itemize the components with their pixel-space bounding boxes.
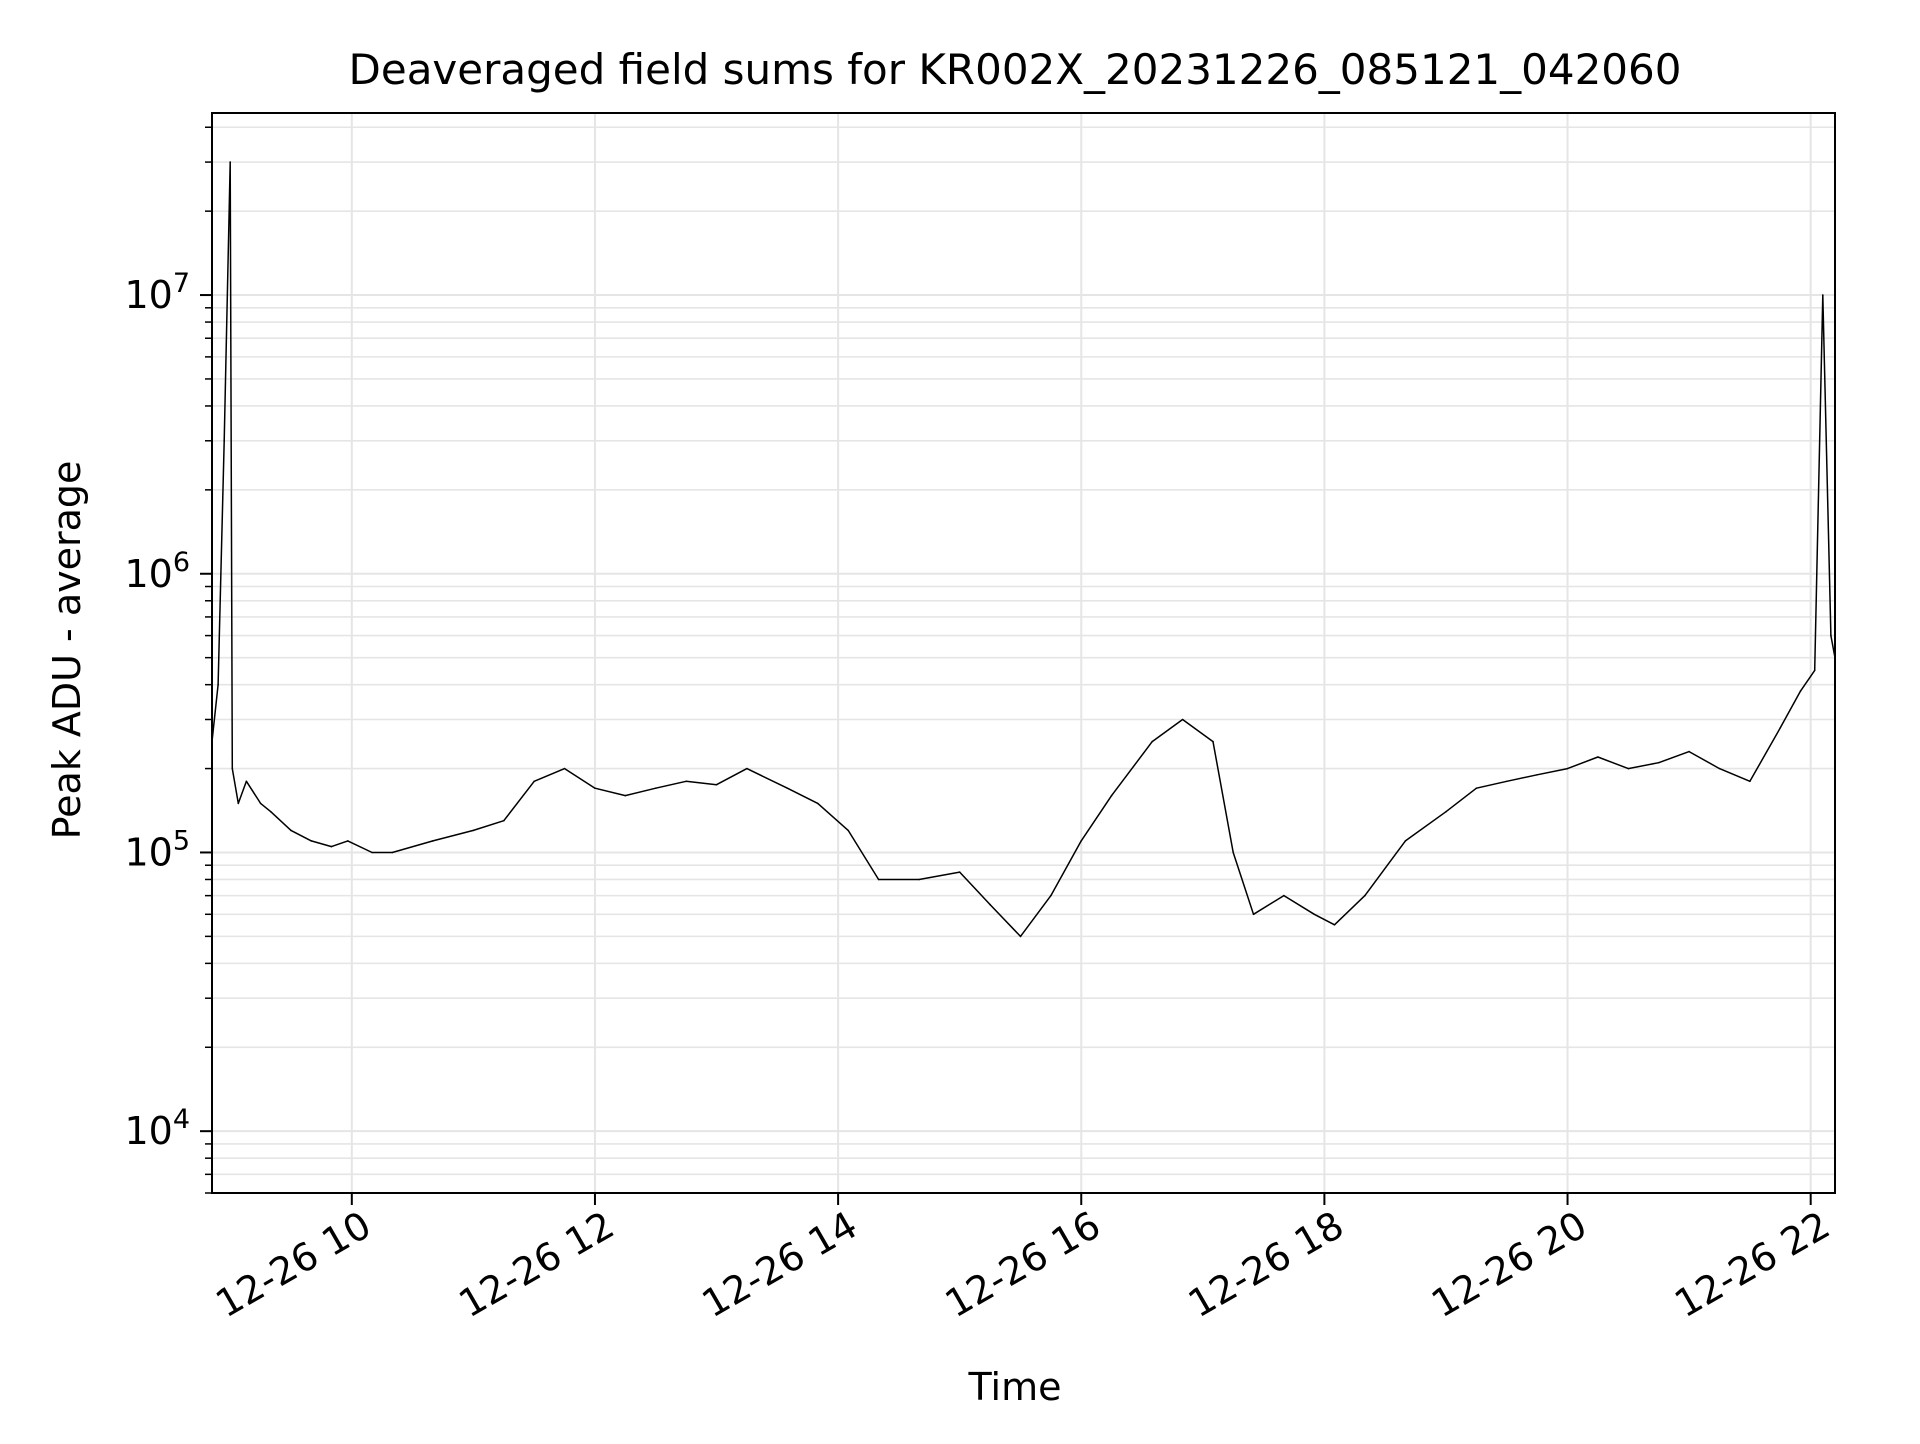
data-point <box>715 783 718 786</box>
x-axis-label: Time <box>968 1365 1062 1409</box>
data-point <box>1181 718 1184 721</box>
y-tick-label: 104 <box>124 1104 190 1153</box>
data-point <box>245 780 248 783</box>
data-point <box>231 767 234 770</box>
data-point <box>1050 894 1052 897</box>
y-tick-label: 107 <box>124 268 190 317</box>
data-point <box>347 840 349 842</box>
data-point <box>330 845 333 848</box>
x-tick-label: 12-26 12 <box>451 1203 621 1327</box>
data-point <box>877 878 880 881</box>
data-point <box>1110 794 1113 797</box>
data-point <box>1252 913 1255 916</box>
data-point <box>229 161 231 163</box>
data-point <box>1283 894 1285 897</box>
data-point <box>1718 767 1721 770</box>
data-point <box>1475 787 1478 789</box>
data-point <box>1779 727 1782 729</box>
x-tick-label: 12-26 22 <box>1667 1203 1837 1327</box>
x-tick-label: 12-26 18 <box>1181 1203 1351 1327</box>
data-point <box>1212 740 1214 743</box>
data-point <box>1657 761 1660 764</box>
data-point <box>223 440 225 442</box>
data-point <box>786 787 789 789</box>
data-point <box>237 802 240 805</box>
y-axis-label: Peak ADU - average <box>45 461 89 840</box>
data-point <box>654 787 657 789</box>
data-point <box>1445 810 1447 813</box>
data-point <box>270 810 272 813</box>
data-point <box>1627 767 1630 770</box>
data-point <box>847 829 849 832</box>
data-point <box>259 802 262 805</box>
data-point <box>1799 690 1802 692</box>
data-point <box>1566 767 1569 770</box>
data-point <box>624 794 627 797</box>
data-point <box>503 819 505 822</box>
y-tick-label: 105 <box>124 825 190 874</box>
series-line <box>211 161 1836 938</box>
data-point <box>563 767 566 770</box>
data-point <box>1333 924 1336 926</box>
data-point <box>989 903 991 906</box>
data-point <box>1536 774 1538 776</box>
data-point <box>533 780 535 783</box>
chart-title: Deaveraged field sums for KR002X_2023122… <box>349 45 1682 94</box>
data-point <box>310 840 313 842</box>
data-point <box>1019 935 1022 938</box>
data-point <box>594 787 596 789</box>
x-tick-label: 12-26 16 <box>938 1203 1108 1327</box>
plot-frame <box>211 112 1836 1194</box>
x-tick-label: 12-26 20 <box>1424 1203 1594 1327</box>
data-point <box>685 780 687 783</box>
data-point <box>1749 780 1751 783</box>
data-point <box>1151 740 1153 743</box>
data-point <box>1813 669 1816 672</box>
data-point <box>472 829 475 832</box>
data-point <box>1080 840 1082 842</box>
data-point <box>217 683 219 686</box>
data-point <box>1313 913 1316 916</box>
data-point <box>1822 294 1824 296</box>
data-point <box>391 851 394 854</box>
data-point <box>918 878 920 881</box>
data-point <box>432 840 434 842</box>
data-point <box>1506 780 1508 783</box>
data-point <box>1364 894 1366 897</box>
data-point <box>746 767 748 770</box>
data-point <box>817 802 819 805</box>
x-tick-label: 12-26 10 <box>208 1203 378 1327</box>
data-point <box>1232 851 1234 854</box>
y-tick-label: 106 <box>124 547 190 596</box>
plot-area <box>211 161 1836 938</box>
data-point <box>1688 750 1690 753</box>
data-point <box>290 829 292 832</box>
data-point <box>371 851 373 854</box>
grid <box>212 113 1835 1194</box>
data-point <box>1597 756 1599 758</box>
data-point <box>1404 840 1407 842</box>
data-point <box>1830 634 1832 637</box>
x-tick-label: 12-26 14 <box>695 1203 865 1327</box>
data-point <box>958 871 961 873</box>
